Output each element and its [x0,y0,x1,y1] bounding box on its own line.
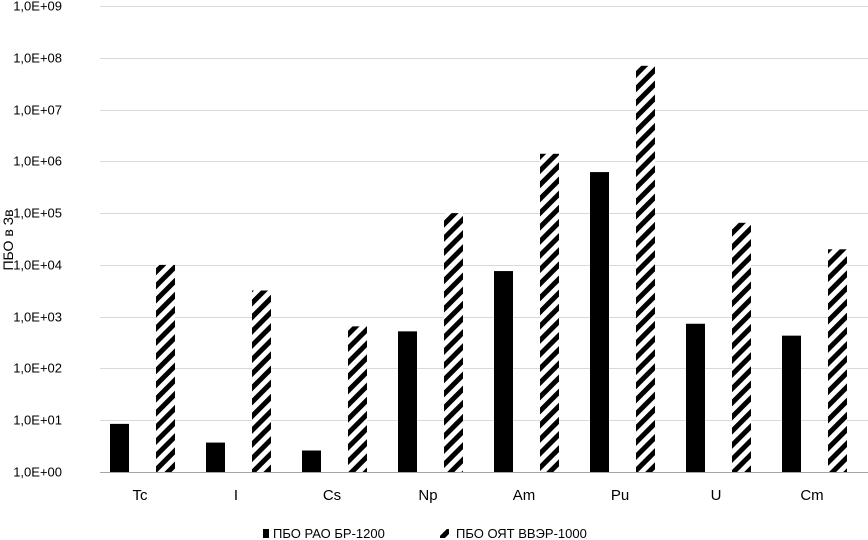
y-tick-label: 1,0E+07 [13,103,62,118]
x-tick-label: Cs [323,487,341,504]
bar-oyat-vver1000-i [252,290,271,472]
bar-oyat-vver1000-cm [828,249,847,472]
y-tick-label: 1,0E+05 [13,206,62,221]
legend-label: ПБО РАО БР-1200 [273,526,385,540]
bars [110,65,847,473]
y-tick-label: 1,0E+09 [13,0,62,14]
x-axis-categories: Tc I Cs Np Am Pu U Cm [133,487,824,504]
y-tick-label: 1,0E+04 [13,258,62,273]
bar-oyat-vver1000-np [444,213,463,472]
y-tick-label: 1,0E+02 [13,361,62,376]
x-tick-label: Pu [611,487,629,504]
legend: ПБО РАО БР-1200 ПБО ОЯТ ВВЭР-1000 [263,526,587,540]
y-axis-ticks: 1,0E+00 1,0E+01 1,0E+02 1,0E+03 1,0E+04 1,0E+… [13,0,62,480]
y-tick-label: 1,0E+03 [13,310,62,325]
bar-rao-br1200-am [494,271,513,472]
bar-rao-br1200-np [398,331,417,472]
y-tick-label: 1,0E+01 [13,413,62,428]
bar-oyat-vver1000-pu [636,65,655,473]
x-tick-label: Cm [800,487,823,504]
legend-label: ПБО ОЯТ ВВЭР-1000 [456,526,587,540]
y-axis-title: ПБО в Зв [0,209,16,270]
x-tick-label: Tc [133,487,149,504]
legend-marker-solid [263,529,269,538]
y-tick-label: 1,0E+08 [13,51,62,66]
bar-rao-br1200-i [206,442,225,472]
x-tick-label: Am [513,487,536,504]
bar-oyat-vver1000-u [732,222,751,472]
x-tick-label: I [234,487,238,504]
bar-rao-br1200-u [686,323,705,472]
bar-rao-br1200-cs [302,450,321,472]
bar-rao-br1200-tc [110,423,129,472]
bar-oyat-vver1000-am [540,153,559,472]
y-tick-label: 1,0E+06 [13,154,62,169]
bar-rao-br1200-cm [782,335,801,472]
x-tick-label: Np [418,487,437,504]
legend-marker-hatched [440,529,449,538]
gridlines [100,6,868,473]
x-tick-label: U [711,487,722,504]
bar-oyat-vver1000-tc [156,264,175,472]
bar-oyat-vver1000-cs [348,326,367,472]
bar-rao-br1200-pu [590,172,609,472]
y-tick-label: 1,0E+00 [13,465,62,480]
